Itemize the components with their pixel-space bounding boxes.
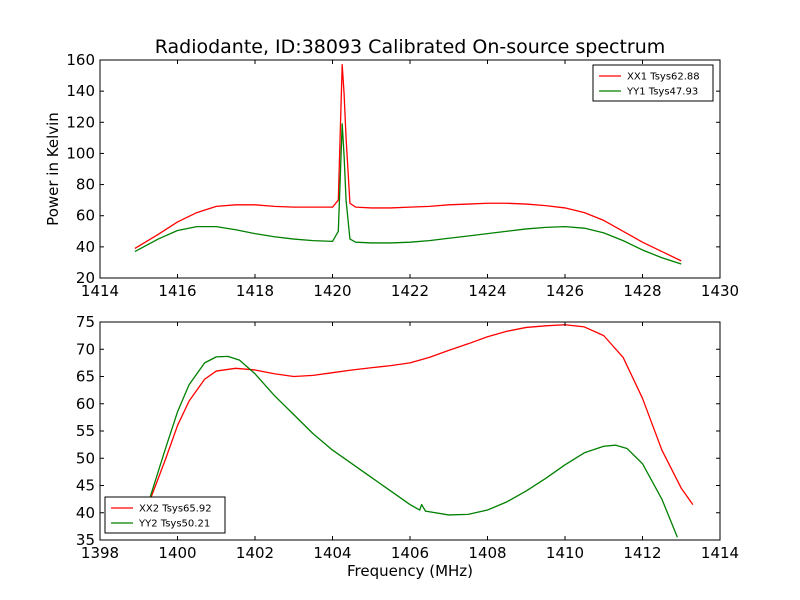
- x-tick-label: 1418: [236, 282, 274, 300]
- y-tick-label: 55: [76, 422, 95, 440]
- x-tick-label: 1426: [546, 282, 584, 300]
- x-tick-label: 1424: [468, 282, 506, 300]
- y-tick-label: 70: [76, 340, 95, 358]
- y-tick-label: 120: [66, 113, 95, 131]
- series-line-0-1: [134, 123, 682, 265]
- x-tick-label: 1422: [391, 282, 429, 300]
- top-panel: 1414 1416 1418 1420 1422 1424 1426 1428 1430 20 40…: [44, 51, 739, 300]
- y-tick-label: 50: [76, 449, 95, 467]
- x-tick-label: 1398: [81, 544, 119, 562]
- x-tick-label: 1406: [391, 544, 429, 562]
- series-line-1-1: [149, 355, 678, 538]
- series-line-1-0: [149, 324, 694, 505]
- legend-box: [592, 64, 714, 102]
- y-tick-label: 160: [66, 51, 95, 69]
- legend-entry: XX2 Tsys65.92: [139, 504, 212, 515]
- y-axis-label: Power in Kelvin: [44, 112, 62, 226]
- y-tick-label: 40: [76, 504, 95, 522]
- legend-entry: YY2 Tsys50.21: [138, 519, 210, 530]
- legend: XX2 Tsys65.92 YY2 Tsys50.21: [104, 496, 226, 534]
- y-tick-label: 40: [76, 238, 95, 256]
- x-tick-label: 1428: [623, 282, 661, 300]
- y-tick-label: 45: [76, 477, 95, 495]
- series-line-0-0: [134, 64, 682, 262]
- y-tick-label: 20: [76, 269, 95, 287]
- y-tick-label: 60: [76, 207, 95, 225]
- x-tick-label: 1414: [701, 544, 739, 562]
- y-tick-label: 100: [66, 144, 95, 162]
- legend-entry: XX1 Tsys62.88: [627, 72, 700, 83]
- legend-entry: YY1 Tsys47.93: [626, 87, 698, 98]
- bottom-panel: 1398 1400 1402 1404 1406 1408 1410 1412 1414 35 40…: [76, 313, 739, 562]
- y-tick-label: 35: [76, 531, 95, 549]
- x-tick-label: 1416: [158, 282, 196, 300]
- x-tick-label: 1414: [81, 282, 119, 300]
- x-tick-label: 1408: [468, 544, 506, 562]
- y-tick-label: 80: [76, 176, 95, 194]
- x-tick-label: 1400: [158, 544, 196, 562]
- x-tick-label: 1412: [623, 544, 661, 562]
- x-tick-label: 1410: [546, 544, 584, 562]
- x-tick-label: 1420: [313, 282, 351, 300]
- x-tick-label: 1402: [236, 544, 274, 562]
- legend: XX1 Tsys62.88 YY1 Tsys47.93: [592, 64, 714, 102]
- y-tick-label: 60: [76, 395, 95, 413]
- x-axis-label: Frequency (MHz): [347, 562, 473, 580]
- y-tick-label: 65: [76, 368, 95, 386]
- y-tick-label: 140: [66, 82, 95, 100]
- x-tick-label: 1404: [313, 544, 351, 562]
- y-tick-label: 75: [76, 313, 95, 331]
- legend-box: [104, 496, 226, 534]
- chart-title: Radiodante, ID:38093 Calibrated On-sourc…: [155, 36, 666, 58]
- x-tick-label: 1430: [701, 282, 739, 300]
